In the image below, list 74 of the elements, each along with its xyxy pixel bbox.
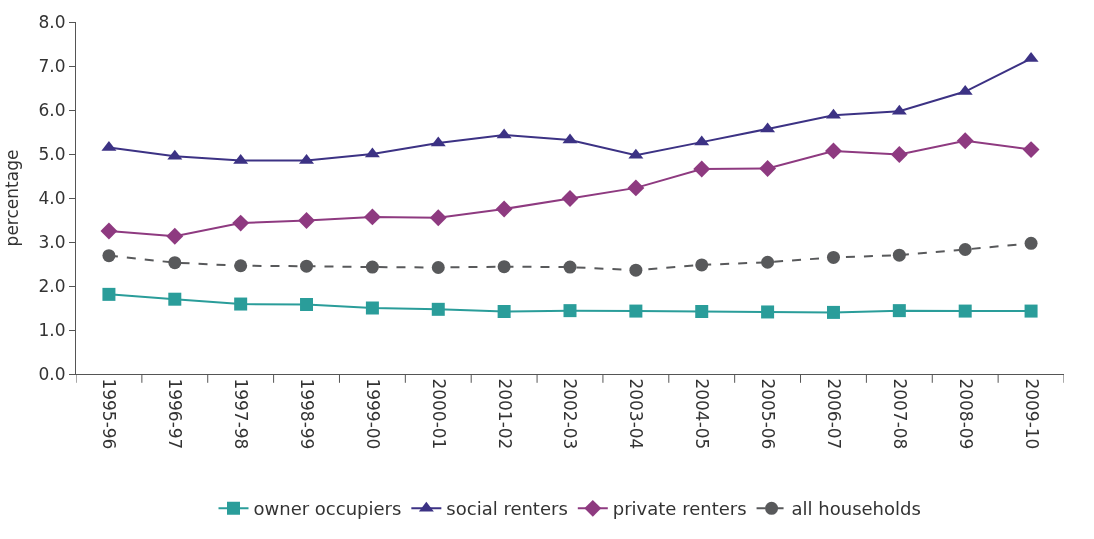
y-tick-label: 2.0: [38, 275, 66, 296]
point: [563, 260, 577, 274]
point: [958, 242, 972, 256]
point: [892, 304, 906, 318]
point: [629, 304, 643, 318]
x-tick-label: 2003-04: [626, 378, 647, 450]
point: [563, 304, 577, 318]
legend-label: social renters: [446, 498, 568, 520]
y-tick-label: 6.0: [38, 99, 66, 120]
point: [234, 259, 248, 273]
x-tick-label: 2006-07: [823, 378, 844, 450]
point: [561, 189, 579, 207]
y-tick-label: 3.0: [38, 231, 66, 252]
point: [497, 305, 511, 319]
legend-label: all households: [791, 498, 921, 520]
x-tick-label: 1997-98: [231, 378, 252, 450]
x-tick-label: 1998-99: [297, 378, 318, 450]
point: [429, 209, 447, 227]
point: [759, 160, 777, 177]
point: [431, 302, 445, 316]
y-tick-label: 4.0: [38, 187, 66, 208]
point: [695, 305, 709, 319]
point: [102, 287, 116, 301]
point: [892, 248, 906, 262]
point: [234, 297, 248, 311]
point: [825, 142, 842, 160]
point: [232, 214, 250, 232]
x-tick-label: 2009-10: [1021, 378, 1042, 450]
point: [1024, 304, 1038, 318]
x-tick-label: 2001-02: [494, 378, 515, 450]
point: [890, 145, 908, 163]
point: [761, 255, 775, 269]
point: [298, 211, 315, 229]
point: [826, 305, 840, 319]
x-tick-label: 2005-06: [758, 378, 779, 450]
point: [761, 305, 775, 319]
x-tick-label: 1996-97: [165, 378, 186, 450]
point: [300, 297, 314, 311]
point: [826, 250, 840, 264]
point: [102, 249, 116, 263]
point: [695, 258, 709, 272]
point: [693, 160, 711, 178]
point: [627, 179, 645, 197]
x-tick-label: 2008-09: [955, 378, 976, 450]
point: [100, 222, 118, 240]
point: [431, 261, 445, 275]
x-tick-label: 2002-03: [560, 378, 581, 450]
point: [168, 292, 182, 306]
point: [497, 260, 511, 274]
point: [365, 301, 379, 315]
legend-label: private renters: [612, 498, 747, 520]
point: [1024, 236, 1038, 250]
point: [166, 227, 184, 245]
y-tick-label: 7.0: [38, 55, 66, 76]
point: [300, 259, 314, 273]
point: [958, 304, 972, 318]
point: [956, 132, 974, 150]
x-tick-label: 1999-00: [362, 378, 383, 450]
y-tick-label: 8.0: [38, 11, 66, 32]
point: [495, 200, 513, 218]
x-tick-label: 1995-96: [99, 378, 120, 450]
y-tick-label: 5.0: [38, 143, 66, 164]
x-tick-label: 2007-08: [889, 378, 910, 450]
x-tick-label: 2004-05: [692, 378, 713, 450]
y-axis-title: percentage: [2, 149, 23, 247]
point: [168, 256, 182, 270]
legend-label: owner occupiers: [253, 498, 402, 520]
point: [629, 263, 643, 277]
point: [1022, 141, 1040, 159]
y-tick-label: 1.0: [38, 319, 66, 340]
y-tick-label: 0.0: [38, 363, 66, 384]
point: [363, 208, 381, 226]
point: [365, 260, 379, 274]
x-tick-label: 2000-01: [428, 378, 449, 450]
